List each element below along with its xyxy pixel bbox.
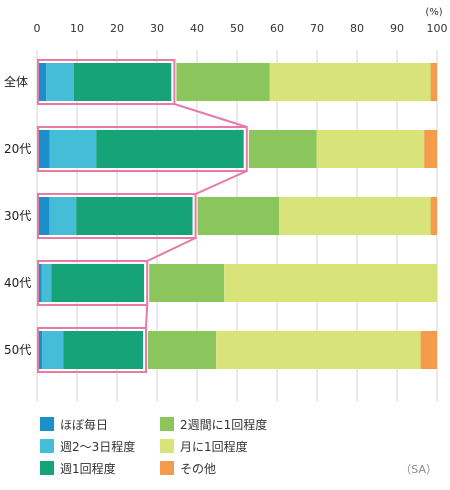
category-label: 30代 [4,209,31,223]
bar-segment [430,197,437,235]
bar-segment [37,197,50,235]
highlight-boxes [37,59,248,373]
bar-segment [63,331,143,369]
bar-segment [37,264,42,302]
highlight-connector-line [145,103,248,329]
highlight-box [37,327,147,373]
bar-segment [420,331,437,369]
legend-label: ほぼ毎日 [60,417,108,432]
x-tick-label: 40 [190,22,204,35]
category-label: 20代 [4,142,31,156]
x-tick-label: 20 [110,22,124,35]
x-tick-label: 80 [350,22,364,35]
legend-swatch [160,461,174,475]
legend-swatch [40,417,54,431]
legend-label: 月に1回程度 [180,439,248,454]
category-label: 40代 [4,276,31,290]
x-tick-label: 10 [70,22,84,35]
bars [37,61,437,371]
bar-segment [37,331,43,369]
x-tick-label: 90 [390,22,404,35]
legend-label: その他 [180,462,216,476]
answer-type-note: （SA） [400,463,437,476]
highlight-box [37,260,149,306]
x-tick-label: 0 [34,22,41,35]
unit-label: (%) [425,7,442,18]
bar-segment [143,331,217,369]
bar-segment [216,331,421,369]
bar-segment [49,130,97,168]
highlight-box [37,193,197,239]
bar-segment [41,264,52,302]
bar-segment [279,197,431,235]
x-tick-label: 100 [427,22,448,35]
bar-segment [49,197,77,235]
bar-segment [424,130,437,168]
category-label: 全体 [4,74,28,89]
bar-segment [243,130,317,168]
bar-segment [316,130,425,168]
legend-label: 週1回程度 [60,461,116,476]
legend-swatch [160,439,174,453]
x-tick-label: 50 [230,22,244,35]
legend-swatch [160,417,174,431]
x-tick-label: 70 [310,22,324,35]
x-axis-tick-labels: 0 10 20 30 40 50 60 70 80 90 100 [34,22,448,35]
highlight-box [37,126,248,172]
bar-segment [37,130,50,168]
bar-segment [76,197,193,235]
category-labels: 全体 20代 30代 40代 50代 [4,74,31,357]
bar-segment [42,331,64,369]
legend-swatch [40,461,54,475]
bar-segment [192,197,279,235]
x-tick-label: 60 [270,22,284,35]
bar-segment [171,63,270,101]
bar-segment [96,130,244,168]
legend-label: 2週間に1回程度 [180,417,267,432]
bar-segment [46,63,74,101]
bar-segment [430,63,437,101]
legend-swatch [40,439,54,453]
highlight-box [37,59,176,105]
bar-segment [269,63,431,101]
bar-segment [37,63,47,101]
bar-segment [51,264,145,302]
category-label: 50代 [4,343,31,357]
x-tick-label: 30 [150,22,164,35]
legend-label: 週2〜3日程度 [60,439,135,454]
bar-segment [224,264,437,302]
bar-segment [144,264,225,302]
bar-segment [73,63,172,101]
